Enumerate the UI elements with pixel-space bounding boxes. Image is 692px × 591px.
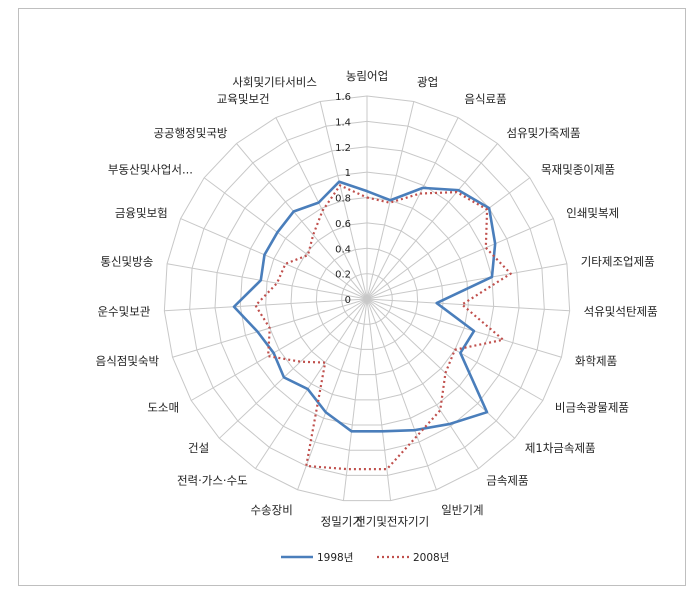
- grid-ring: [239, 171, 495, 426]
- grid-spoke: [366, 218, 554, 300]
- radial-tick-label: 0.6: [335, 219, 351, 230]
- grid-spoke: [366, 298, 437, 490]
- radial-tick-label: 1.2: [335, 143, 351, 154]
- radial-tick-label: 0.8: [335, 194, 351, 205]
- category-label: 제1차금속제품: [525, 441, 596, 455]
- category-label: 화학제품: [575, 354, 617, 368]
- category-label: 교육및보건: [217, 92, 270, 106]
- grid-spoke: [297, 298, 368, 490]
- grid-spoke: [319, 101, 368, 300]
- grid-spoke: [166, 263, 368, 300]
- category-label: 광업: [417, 75, 438, 89]
- category-label: 통신및방송: [100, 254, 153, 268]
- category-label: 사회및기타서비스: [232, 75, 317, 89]
- category-label: 정밀기기: [321, 515, 363, 529]
- category-label: 섬유및가죽제품: [506, 126, 580, 140]
- series-line-2: [254, 184, 512, 471]
- series-lines: [232, 180, 512, 471]
- category-label: 수송장비: [250, 503, 292, 517]
- grid-spoke: [203, 177, 368, 300]
- grid-spoke: [366, 143, 498, 300]
- category-label: 석유및석탄제품: [584, 305, 658, 319]
- grid-spoke: [164, 298, 368, 312]
- grid-ring: [315, 247, 419, 350]
- grid-spoke: [366, 298, 392, 501]
- legend-label-2: 2008년: [413, 552, 449, 564]
- category-label: 목재및종이제품: [541, 162, 615, 176]
- grid-spoke: [366, 298, 562, 358]
- legend: 1998년 2008년: [281, 552, 449, 564]
- category-label: 비금속광물제품: [555, 401, 629, 415]
- category-label: 금융및보험: [115, 206, 168, 220]
- category-label: 운수및보관: [97, 305, 150, 319]
- grid-ring: [265, 196, 469, 401]
- series-line-1: [232, 180, 497, 433]
- grid-spoke: [219, 298, 368, 439]
- grid-spoke: [366, 298, 515, 439]
- radar-grid: [163, 95, 571, 502]
- category-label: 음식료품: [464, 92, 506, 106]
- category-label: 기타제조업제품: [581, 254, 655, 268]
- category-label: 음식점및숙박: [96, 354, 160, 368]
- category-label: 금속제품: [486, 473, 528, 487]
- radial-tick-label: 0.2: [335, 270, 351, 281]
- category-labels: 농림어업 광업음식료품섬유및가죽제품목재및종이제품인쇄및복제기타제조업제품석유및석…: [96, 69, 658, 529]
- legend-label-1: 1998년: [317, 552, 353, 564]
- grid-ring: [163, 95, 571, 502]
- grid-spoke: [366, 177, 531, 300]
- grid-spoke: [180, 218, 368, 300]
- grid-spoke: [342, 298, 368, 501]
- grid-ring: [290, 222, 444, 376]
- radar-chart: 0 0.2 0.4 0.6 0.8 1 1.2 1.4 1.6 농림어업 광업음식료품섬유및가죽제…: [96, 69, 658, 564]
- radial-tick-label: 1.6: [335, 92, 351, 103]
- grid-spoke: [255, 298, 368, 469]
- radial-tick-label: 0: [345, 295, 351, 306]
- grid-spoke: [236, 143, 368, 300]
- radial-ticks: 0 0.2 0.4 0.6 0.8 1 1.2 1.4 1.6: [335, 92, 351, 306]
- radial-tick-label: 0.4: [335, 244, 351, 255]
- grid-ring: [214, 146, 520, 451]
- grid-spoke: [275, 117, 368, 300]
- category-label: 전기및전자기기: [355, 515, 429, 529]
- category-label: 공공행정및국방: [153, 126, 227, 140]
- grid-ring: [189, 120, 545, 476]
- radial-tick-label: 1: [345, 168, 351, 179]
- category-label: 인쇄및복제: [566, 206, 619, 220]
- category-label: 일반기계: [441, 503, 483, 517]
- grid-spoke: [366, 117, 459, 300]
- grid-spoke: [366, 298, 570, 312]
- grid-ring: [341, 273, 393, 325]
- radial-tick-label: 1.4: [335, 117, 351, 128]
- category-label: 건설: [188, 441, 209, 455]
- category-label: 부동산및사업서...: [108, 162, 193, 176]
- grid-spoke: [366, 263, 568, 300]
- category-label: 농림어업: [346, 69, 388, 83]
- grid-spoke: [190, 298, 368, 401]
- grid-spoke: [366, 298, 479, 469]
- category-label: 전력·가스·수도: [177, 473, 248, 487]
- category-label: 도소매: [147, 401, 179, 415]
